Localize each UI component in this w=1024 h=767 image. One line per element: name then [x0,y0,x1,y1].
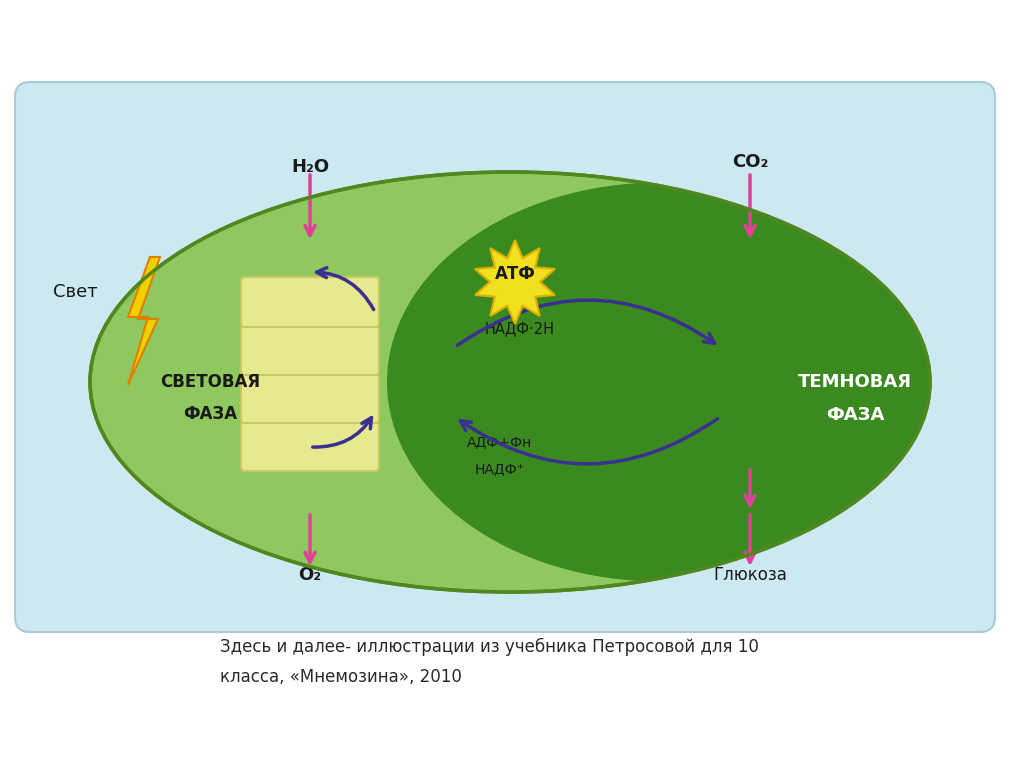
FancyArrowPatch shape [316,268,374,310]
FancyBboxPatch shape [15,82,995,632]
Polygon shape [475,240,555,324]
Text: Здесь и далее- иллюстрации из учебника Петросовой для 10: Здесь и далее- иллюстрации из учебника П… [220,638,759,656]
Text: Глюкоза: Глюкоза [713,566,786,584]
FancyArrowPatch shape [312,418,372,447]
Text: класса, «Мнемозина», 2010: класса, «Мнемозина», 2010 [220,668,462,686]
Text: НАДФ·2Н: НАДФ·2Н [485,321,555,337]
FancyArrowPatch shape [745,469,755,505]
FancyArrowPatch shape [458,300,715,345]
Polygon shape [128,257,160,385]
Text: Свет: Свет [52,283,97,301]
Text: CO₂: CO₂ [732,153,768,171]
FancyBboxPatch shape [241,277,379,327]
Text: НАДФ⁺: НАДФ⁺ [475,462,525,476]
FancyArrowPatch shape [461,419,718,464]
Text: O₂: O₂ [298,566,322,584]
Text: ТЕМНОВАЯ: ТЕМНОВАЯ [798,373,912,391]
Text: ФАЗА: ФАЗА [183,405,238,423]
FancyBboxPatch shape [241,421,379,471]
FancyBboxPatch shape [241,325,379,375]
Ellipse shape [90,172,930,592]
Text: ФАЗА: ФАЗА [825,406,884,424]
Text: АДФ+Фн: АДФ+Фн [467,435,532,449]
Ellipse shape [387,183,933,581]
Text: АТФ: АТФ [495,265,536,283]
Text: H₂O: H₂O [291,158,329,176]
FancyBboxPatch shape [241,373,379,423]
Text: СВЕТОВАЯ: СВЕТОВАЯ [160,373,260,391]
